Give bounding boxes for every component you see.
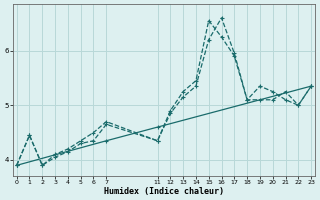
X-axis label: Humidex (Indice chaleur): Humidex (Indice chaleur): [104, 187, 224, 196]
